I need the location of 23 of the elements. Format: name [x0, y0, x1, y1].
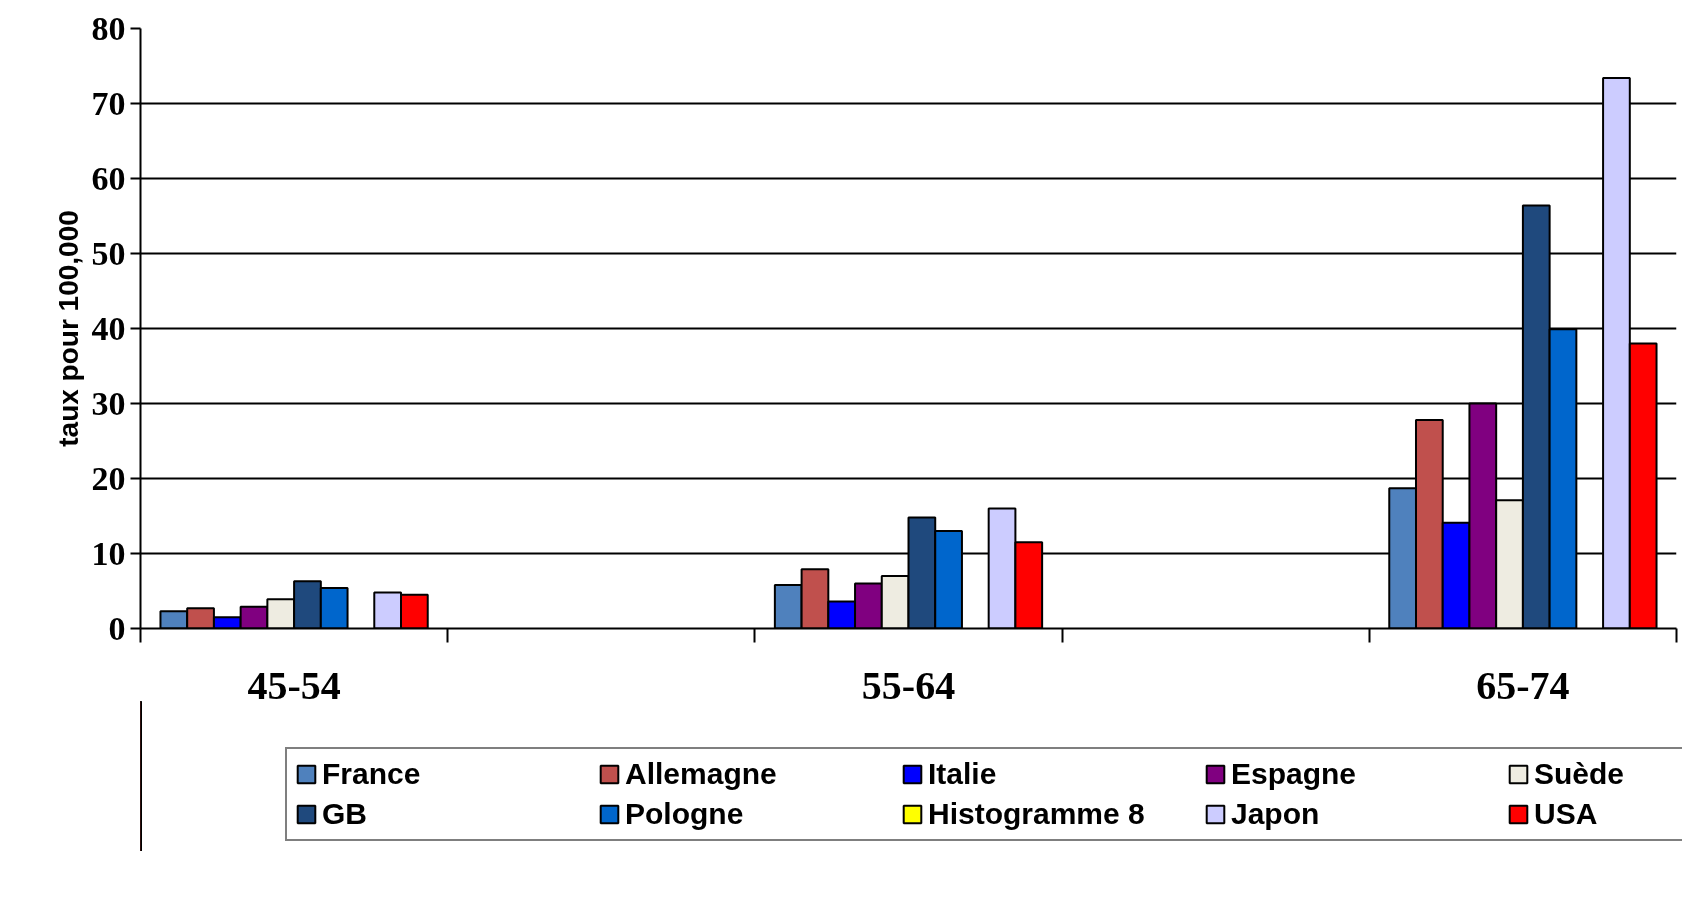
y-tick-label: 10: [91, 534, 126, 572]
y-tick-label: 50: [91, 234, 126, 272]
y-tick-label: 70: [91, 84, 126, 122]
y-tick-label: 60: [91, 159, 126, 197]
y-tick-label: 80: [91, 9, 126, 47]
legend-label: Histogramme 8: [928, 797, 1146, 831]
legend-label: Italie: [928, 757, 998, 791]
legend-label: Suède: [1534, 757, 1626, 791]
y-tick-label: 0: [108, 609, 126, 647]
legend-label: Allemagne: [625, 757, 778, 791]
legend-label: Pologne: [625, 797, 745, 831]
legend-label: Espagne: [1231, 757, 1358, 791]
y-tick-label: 30: [91, 384, 126, 422]
x-tick-label: 55-64: [861, 662, 956, 708]
legend-label: GB: [322, 797, 368, 831]
y-tick-label: 20: [91, 459, 126, 497]
legend-label: USA: [1534, 797, 1599, 831]
legend-label: France: [322, 757, 422, 791]
y-tick-label: 40: [91, 309, 126, 347]
legend-label: Japon: [1231, 797, 1321, 831]
x-tick-label: 45-54: [247, 662, 341, 708]
x-tick-label: 65-74: [1476, 662, 1570, 708]
y-axis-title: taux pour 100,000: [52, 210, 84, 447]
